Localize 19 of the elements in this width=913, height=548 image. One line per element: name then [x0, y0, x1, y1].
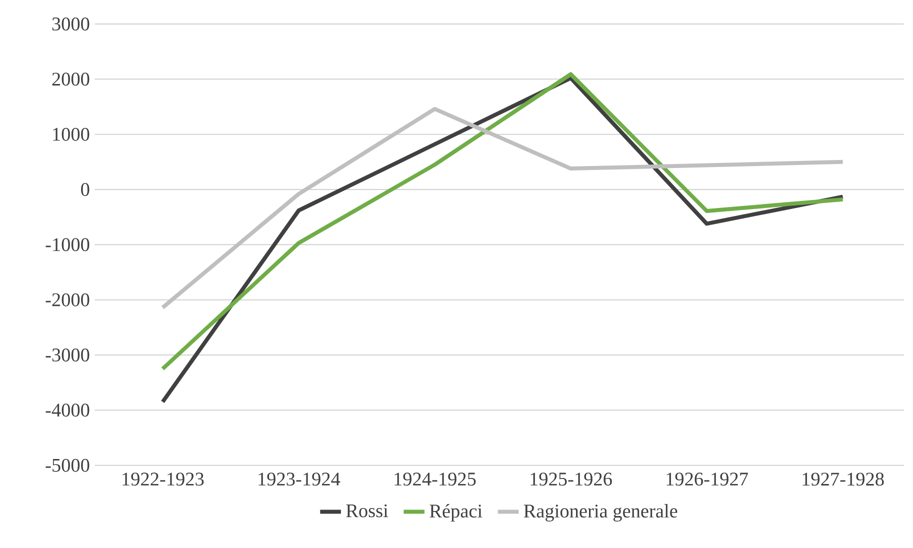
x-tick-label: 1922-1923	[122, 472, 204, 486]
x-tick-label: 1925-1926	[530, 472, 612, 486]
y-tick-label: -5000	[46, 458, 90, 472]
line-series	[160, 106, 845, 310]
y-tick-label: -3000	[46, 348, 90, 362]
x-tick-label: 1924-1925	[394, 472, 476, 486]
y-tick-label: 2000	[52, 72, 90, 86]
y-tick-label: 0	[81, 182, 90, 196]
y-tick-label: -2000	[46, 293, 90, 306]
y-tick-label: 1000	[53, 128, 90, 141]
legend-label: Répaci	[430, 504, 482, 522]
x-tick-label: 1926-1927	[666, 472, 748, 486]
y-tick-label: -1000	[46, 238, 90, 252]
x-tick-label: 1923-1924	[258, 472, 340, 486]
x-tick-label: 1927-1928	[802, 472, 884, 486]
legend-label: Ragioneria generale	[524, 504, 678, 522]
y-tick-label: 3000	[52, 17, 90, 30]
legend-label: Rossi	[346, 504, 388, 518]
y-tick-label: -4000	[46, 404, 90, 417]
